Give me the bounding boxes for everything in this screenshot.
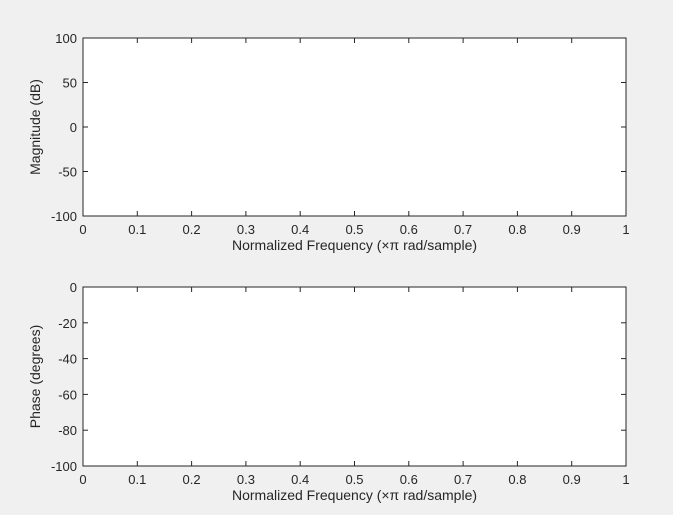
phase-y-tick-label: 0 [70, 280, 77, 295]
phase-x-tick-label: 0.5 [345, 472, 363, 487]
magnitude-y-tick-label: 50 [63, 76, 77, 91]
phase-x-tick-label: 0 [79, 472, 86, 487]
phase-x-tick-label: 1 [622, 472, 629, 487]
phase-x-axis-label: Normalized Frequency (×π rad/sample) [232, 487, 477, 503]
magnitude-y-tick-label: 100 [55, 31, 77, 46]
phase-x-tick-label: 0.1 [128, 472, 146, 487]
magnitude-x-axis-label: Normalized Frequency (×π rad/sample) [232, 237, 477, 253]
phase-y-tick-label: -80 [58, 423, 77, 438]
phase-x-tick-label: 0.8 [508, 472, 526, 487]
magnitude-x-tick-label: 0.8 [508, 222, 526, 237]
phase-y-tick-label: -60 [58, 387, 77, 402]
magnitude-x-tick-label: 0 [79, 222, 86, 237]
magnitude-y-tick-label: -50 [58, 165, 77, 180]
phase-x-tick-label: 0.6 [400, 472, 418, 487]
magnitude-x-tick-label: 0.6 [400, 222, 418, 237]
phase-panel: 0 0.1 0.2 0.3 0.4 0.5 0.6 0.7 0.8 0.9 1 -100 -80 -60 -… [27, 280, 630, 503]
phase-y-axis-label: Phase (degrees) [27, 325, 43, 429]
magnitude-x-tick-label: 0.9 [563, 222, 581, 237]
phase-x-tick-label: 0.9 [563, 472, 581, 487]
phase-axes-frame [82, 286, 627, 467]
phase-x-tick-label: 0.2 [183, 472, 201, 487]
magnitude-x-tick-label: 0.1 [128, 222, 146, 237]
magnitude-x-tick-label: 1 [622, 222, 629, 237]
phase-x-tick-label: 0.4 [291, 472, 309, 487]
phase-x-tick-label: 0.7 [454, 472, 472, 487]
phase-y-tick-label: -20 [58, 316, 77, 331]
magnitude-axes-frame [82, 37, 627, 217]
magnitude-x-tick-label: 0.3 [237, 222, 255, 237]
magnitude-y-tick-label: -100 [51, 209, 77, 224]
magnitude-x-tick-label: 0.2 [183, 222, 201, 237]
phase-y-tick-label: -100 [51, 459, 77, 474]
phase-y-tick-label: -40 [58, 352, 77, 367]
magnitude-panel: 0 0.1 0.2 0.3 0.4 0.5 0.6 0.7 0.8 0.9 1 -100 -50 0 50 1… [27, 31, 630, 253]
phase-x-tick-label: 0.3 [237, 472, 255, 487]
magnitude-x-tick-label: 0.4 [291, 222, 309, 237]
magnitude-y-axis-label: Magnitude (dB) [27, 79, 43, 175]
magnitude-x-tick-label: 0.7 [454, 222, 472, 237]
magnitude-x-tick-label: 0.5 [345, 222, 363, 237]
magnitude-y-tick-label: 0 [70, 120, 77, 135]
